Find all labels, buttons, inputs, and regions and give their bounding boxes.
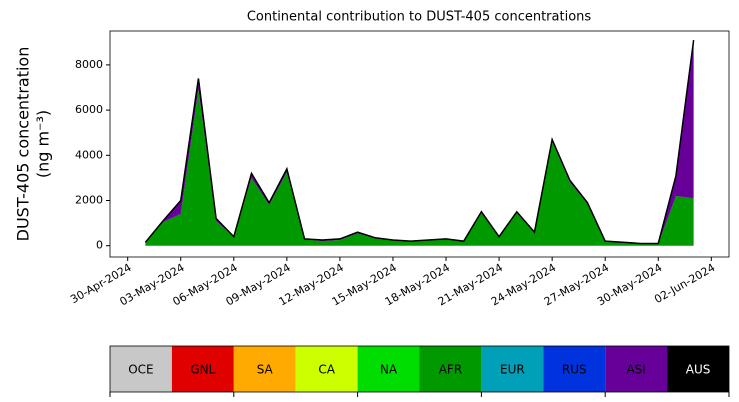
y-tick-label: 2000 <box>75 194 103 207</box>
legend-swatch <box>295 346 358 392</box>
legend-swatch <box>605 346 668 392</box>
legend-swatch <box>667 346 729 392</box>
x-tick-label: 02-Jun-2024 <box>652 261 717 306</box>
legend-swatch <box>481 346 544 392</box>
y-tick-label: 8000 <box>75 58 103 71</box>
legend-swatch <box>357 346 420 392</box>
total-outline <box>144 39 695 245</box>
y-axis-label: DUST-405 concentration <box>14 47 33 242</box>
legend-label: RUS <box>562 363 587 377</box>
legend-frame <box>109 345 730 393</box>
y-tick-label: 4000 <box>75 148 103 161</box>
legend-label: OCE <box>128 363 153 377</box>
legend-label: EUR <box>500 363 525 377</box>
y-axis-label: (ng m⁻³) <box>34 110 53 178</box>
legend-swatch <box>233 346 296 392</box>
legend-swatch <box>110 346 172 392</box>
plot-frame <box>109 30 730 258</box>
legend-swatch <box>419 346 482 392</box>
area <box>145 89 694 246</box>
chart-title: Continental contribution to DUST-405 con… <box>247 10 592 25</box>
legend-swatch <box>171 346 234 392</box>
legend-swatch <box>543 346 606 392</box>
legend-label: NA <box>380 363 398 377</box>
legend-label: AUS <box>686 363 711 377</box>
area <box>145 40 694 245</box>
legend-label: CA <box>318 363 335 377</box>
y-tick-label: 0 <box>96 239 103 252</box>
legend-label: GNL <box>190 363 215 377</box>
legend-label: SA <box>257 363 274 377</box>
y-tick-label: 6000 <box>75 103 103 116</box>
legend-label: AFR <box>439 363 462 377</box>
legend-label: ASI <box>626 363 645 377</box>
